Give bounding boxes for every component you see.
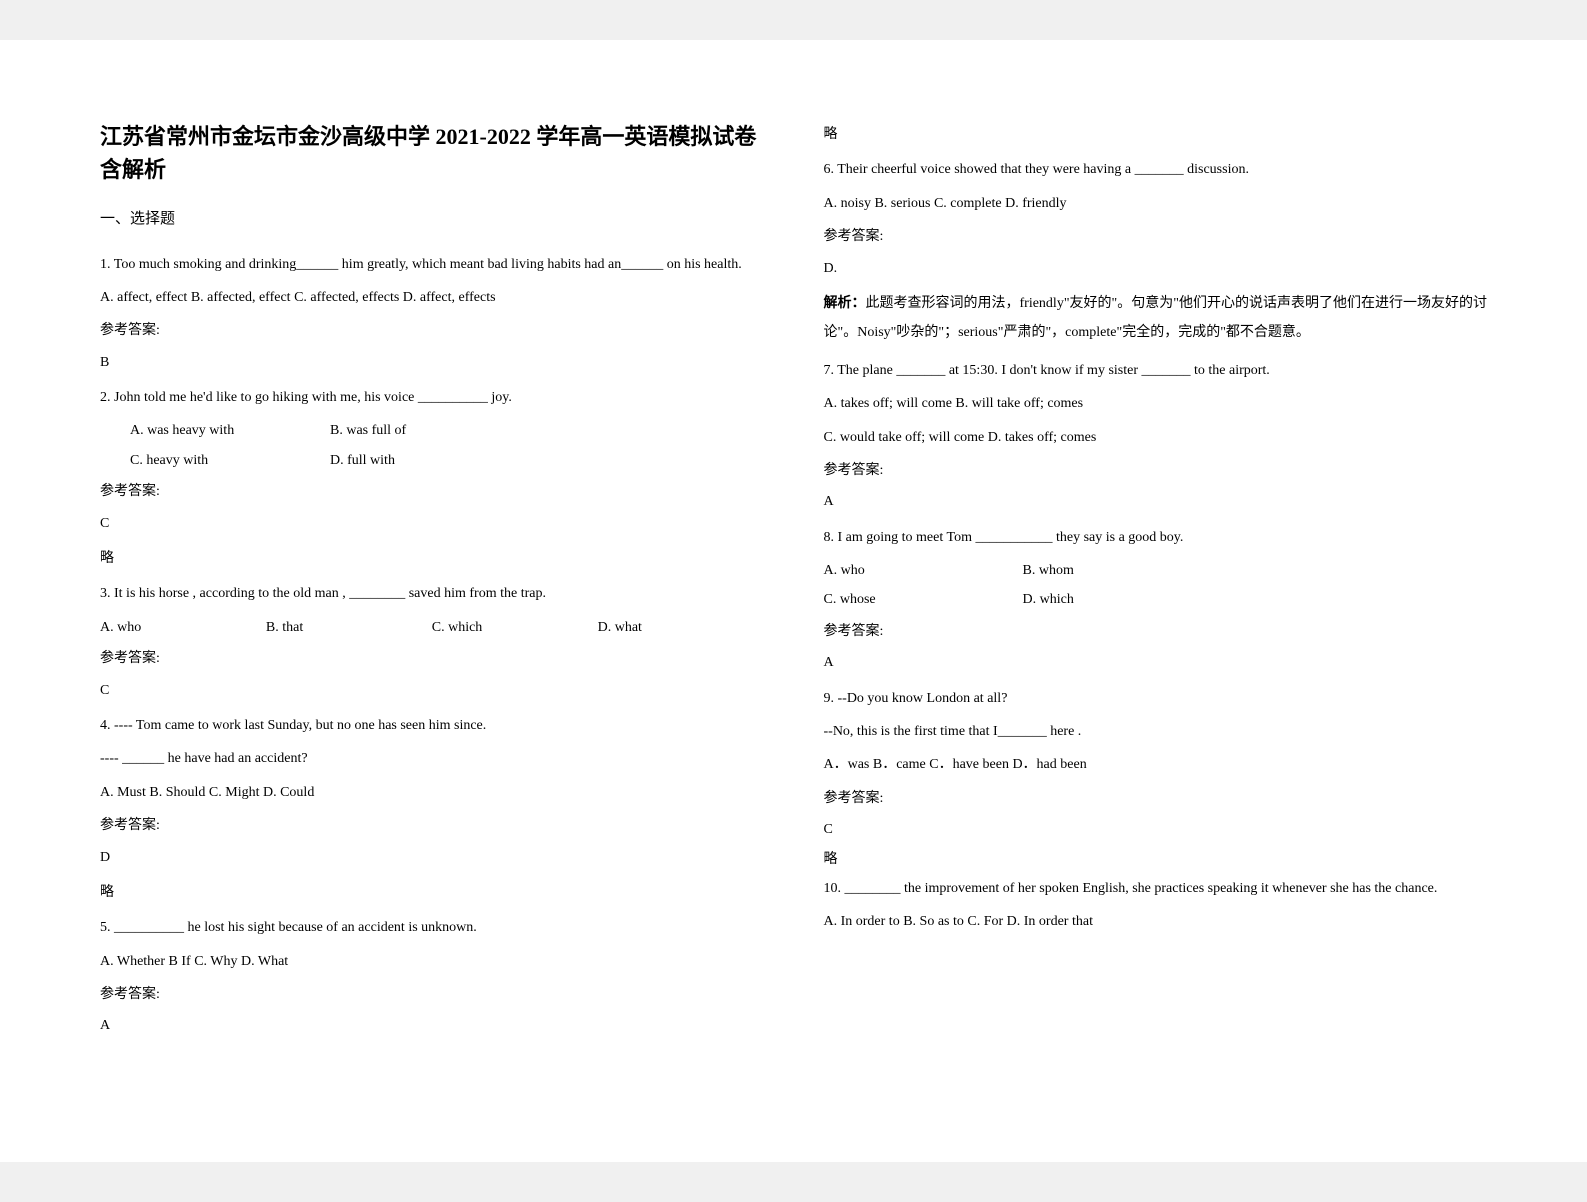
q3-answer: C (100, 676, 764, 705)
q8-stem: 8. I am going to meet Tom ___________ th… (824, 523, 1488, 552)
exam-page: 江苏省常州市金坛市金沙高级中学 2021-2022 学年高一英语模拟试卷含解析 … (0, 40, 1587, 1162)
q2-opt-c: C. heavy with (130, 446, 330, 475)
q5-options: A. Whether B If C. Why D. What (100, 947, 764, 976)
left-column: 江苏省常州市金坛市金沙高级中学 2021-2022 学年高一英语模拟试卷含解析 … (100, 120, 764, 1122)
q6-answer-label: 参考答案: (824, 222, 1488, 251)
q2-opt-b: B. was full of (330, 416, 530, 445)
q6-explanation: 解析：此题考查形容词的用法，friendly"友好的"。句意为"他们开心的说话声… (824, 289, 1488, 348)
q6-answer: D. (824, 254, 1488, 283)
q10-stem: 10. ________ the improvement of her spok… (824, 874, 1488, 903)
q8-options-row1: A. who B. whom (824, 556, 1222, 585)
q2-opt-d: D. full with (330, 446, 530, 475)
q2-options-row2: C. heavy with D. full with (100, 446, 764, 475)
q3-opt-c: C. which (432, 613, 598, 642)
q1-options: A. affect, effect B. affected, effect C.… (100, 283, 764, 312)
q9-stem2: --No, this is the first time that I_____… (824, 717, 1488, 746)
q3-opt-d: D. what (598, 613, 764, 642)
q8-answer-label: 参考答案: (824, 617, 1488, 646)
q3-options: A. who B. that C. which D. what (100, 613, 764, 642)
q9-options: A．was B．came C．have been D．had been (824, 750, 1488, 779)
q9-brief: 略 (824, 845, 1488, 874)
q2-answer: C (100, 509, 764, 538)
q8-opt-c: C. whose (824, 585, 1023, 614)
q6-exp-label: 解析： (824, 296, 866, 311)
right-column: 略 6. Their cheerful voice showed that th… (824, 120, 1488, 1122)
q9-answer: C (824, 815, 1488, 844)
q1-answer-label: 参考答案: (100, 316, 764, 345)
q4-stem2: ---- ______ he have had an accident? (100, 744, 764, 773)
q7-stem: 7. The plane _______ at 15:30. I don't k… (824, 356, 1488, 385)
q2-stem: 2. John told me he'd like to go hiking w… (100, 383, 764, 412)
section-heading: 一、选择题 (100, 204, 764, 236)
q4-brief: 略 (100, 878, 764, 907)
q1-answer: B (100, 348, 764, 377)
q5-answer-label: 参考答案: (100, 980, 764, 1009)
q2-options-row1: A. was heavy with B. was full of (100, 416, 764, 445)
q8-options-row2: C. whose D. which (824, 585, 1222, 614)
q10-options: A. In order to B. So as to C. For D. In … (824, 907, 1488, 936)
q6-options: A. noisy B. serious C. complete D. frien… (824, 189, 1488, 218)
q8-opt-a: A. who (824, 556, 1023, 585)
q3-opt-b: B. that (266, 613, 432, 642)
q7-answer-label: 参考答案: (824, 456, 1488, 485)
q7-options-1: A. takes off; will come B. will take off… (824, 389, 1488, 418)
exam-title: 江苏省常州市金坛市金沙高级中学 2021-2022 学年高一英语模拟试卷含解析 (100, 120, 764, 186)
q5-stem: 5. __________ he lost his sight because … (100, 913, 764, 942)
q4-options: A. Must B. Should C. Might D. Could (100, 778, 764, 807)
q4-answer-label: 参考答案: (100, 811, 764, 840)
q7-options-2: C. would take off; will come D. takes of… (824, 423, 1488, 452)
q6-stem: 6. Their cheerful voice showed that they… (824, 155, 1488, 184)
q1-stem: 1. Too much smoking and drinking______ h… (100, 250, 764, 279)
q8-opt-d: D. which (1023, 585, 1222, 614)
q2-brief: 略 (100, 544, 764, 573)
q8-opt-b: B. whom (1023, 556, 1222, 585)
q5-brief: 略 (824, 120, 1488, 149)
q5-answer: A (100, 1011, 764, 1040)
q2-answer-label: 参考答案: (100, 477, 764, 506)
q4-stem1: 4. ---- Tom came to work last Sunday, bu… (100, 711, 764, 740)
q9-stem1: 9. --Do you know London at all? (824, 684, 1488, 713)
q2-opt-a: A. was heavy with (130, 416, 330, 445)
q3-answer-label: 参考答案: (100, 644, 764, 673)
q3-opt-a: A. who (100, 613, 266, 642)
q4-answer: D (100, 843, 764, 872)
q7-answer: A (824, 487, 1488, 516)
q6-exp-text: 此题考查形容词的用法，friendly"友好的"。句意为"他们开心的说话声表明了… (824, 296, 1487, 340)
q8-answer: A (824, 648, 1488, 677)
q3-stem: 3. It is his horse , according to the ol… (100, 579, 764, 608)
q9-answer-label: 参考答案: (824, 784, 1488, 813)
